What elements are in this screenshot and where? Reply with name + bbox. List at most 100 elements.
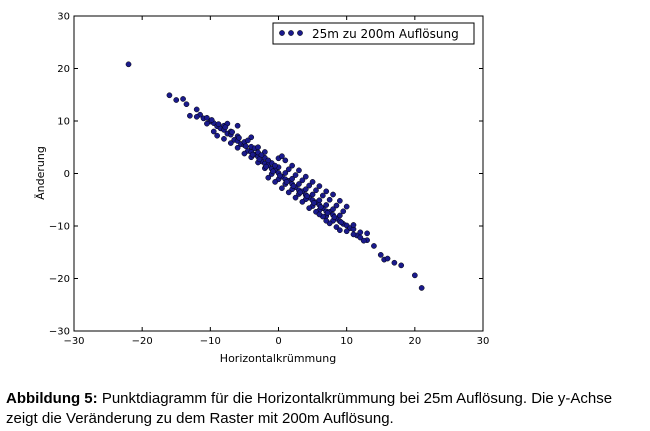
y-tick-label: 0 [64,169,70,180]
data-point [263,163,270,170]
data-point [296,167,302,174]
data-point [279,185,285,192]
data-point [289,175,295,182]
y-tick-label: −30 [49,327,70,338]
data-point [193,113,200,120]
legend: 25m zu 200m Auflösung [272,22,475,45]
data-point [391,259,398,266]
data-point [166,92,173,99]
data-point [236,134,242,141]
y-axis-label: Änderung [34,146,47,200]
data-point [323,202,330,208]
data-point [313,187,319,194]
data-point [338,219,345,226]
data-point [364,230,370,237]
data-point [297,189,304,196]
data-point [277,172,283,179]
data-point [343,203,350,210]
data-point [241,150,248,157]
data-point [323,188,330,195]
data-point [282,157,289,164]
data-point [292,194,299,201]
data-point [357,229,364,236]
data-point [249,151,256,158]
data-point [306,205,313,211]
caption-label: Abbildung 5: [6,390,98,407]
legend-label: 25m zu 200m Auflösung [312,27,459,41]
data-point [296,181,302,187]
data-point [272,162,278,169]
data-point [282,170,289,176]
data-point [193,106,200,113]
data-point [183,101,190,108]
data-point [289,162,295,169]
data-point [214,132,220,139]
scatter-plot: −30 −20 −10 0 10 20 30 −30 −20 −10 0 10 20 30 Horizon… [34,12,490,366]
data-point [187,112,193,119]
data-point [234,144,241,151]
figure-caption: Abbildung 5: Punktdiagramm für die Horiz… [6,389,646,429]
data-point [215,121,222,128]
x-tick-label: 30 [477,336,490,347]
data-point [272,179,278,185]
data-point [306,182,313,189]
x-tick-label: 10 [340,336,353,347]
data-point [265,157,272,164]
data-point [229,129,235,135]
legend-marker-dot [288,30,294,36]
data-point [265,174,272,181]
data-point [316,197,323,204]
y-tick-label: 10 [57,117,70,128]
data-point [222,124,229,131]
data-point [256,156,263,163]
data-point [316,183,323,189]
data-point [326,196,333,203]
data-point [331,214,338,220]
data-point [316,211,323,218]
y-tick-label: −20 [49,274,70,285]
x-tick-label: 0 [275,336,281,347]
data-point [210,128,217,135]
data-point [360,237,367,244]
data-point [343,228,350,235]
y-tick-label: 30 [57,12,70,23]
data-point [323,217,330,224]
caption-text: Punktdiagramm für die Horizontalkrümmung… [6,390,613,427]
legend-marker [279,30,303,36]
y-tick-label: 20 [57,64,70,75]
data-point [411,272,418,279]
data-point [285,166,292,173]
data-point [234,122,241,129]
x-tick-label: −10 [200,336,221,347]
data-point [255,144,261,151]
data-point [337,227,343,234]
data-point [304,193,310,199]
data-point [204,120,210,127]
data-point [309,179,316,185]
data-point [319,192,326,199]
data-point [208,117,215,123]
data-point [350,222,357,228]
x-tick-label: −20 [132,336,153,347]
legend-marker-dot [297,30,303,36]
legend-marker-dot [279,30,285,36]
data-point [340,208,347,215]
data-point [350,231,357,238]
data-point [309,191,316,198]
data-point [244,137,251,144]
data-point [302,186,309,193]
data-point [227,140,234,146]
data-point [371,243,377,249]
data-point [242,143,249,150]
data-point [299,177,306,184]
data-point [333,202,340,209]
data-point [377,252,384,258]
data-point [290,183,297,189]
data-point [270,168,276,175]
data-point [324,210,331,216]
x-tick-label: 20 [408,336,421,347]
data-point [384,255,391,262]
data-point [279,153,285,160]
data-point [302,173,309,180]
data-point [204,115,210,121]
